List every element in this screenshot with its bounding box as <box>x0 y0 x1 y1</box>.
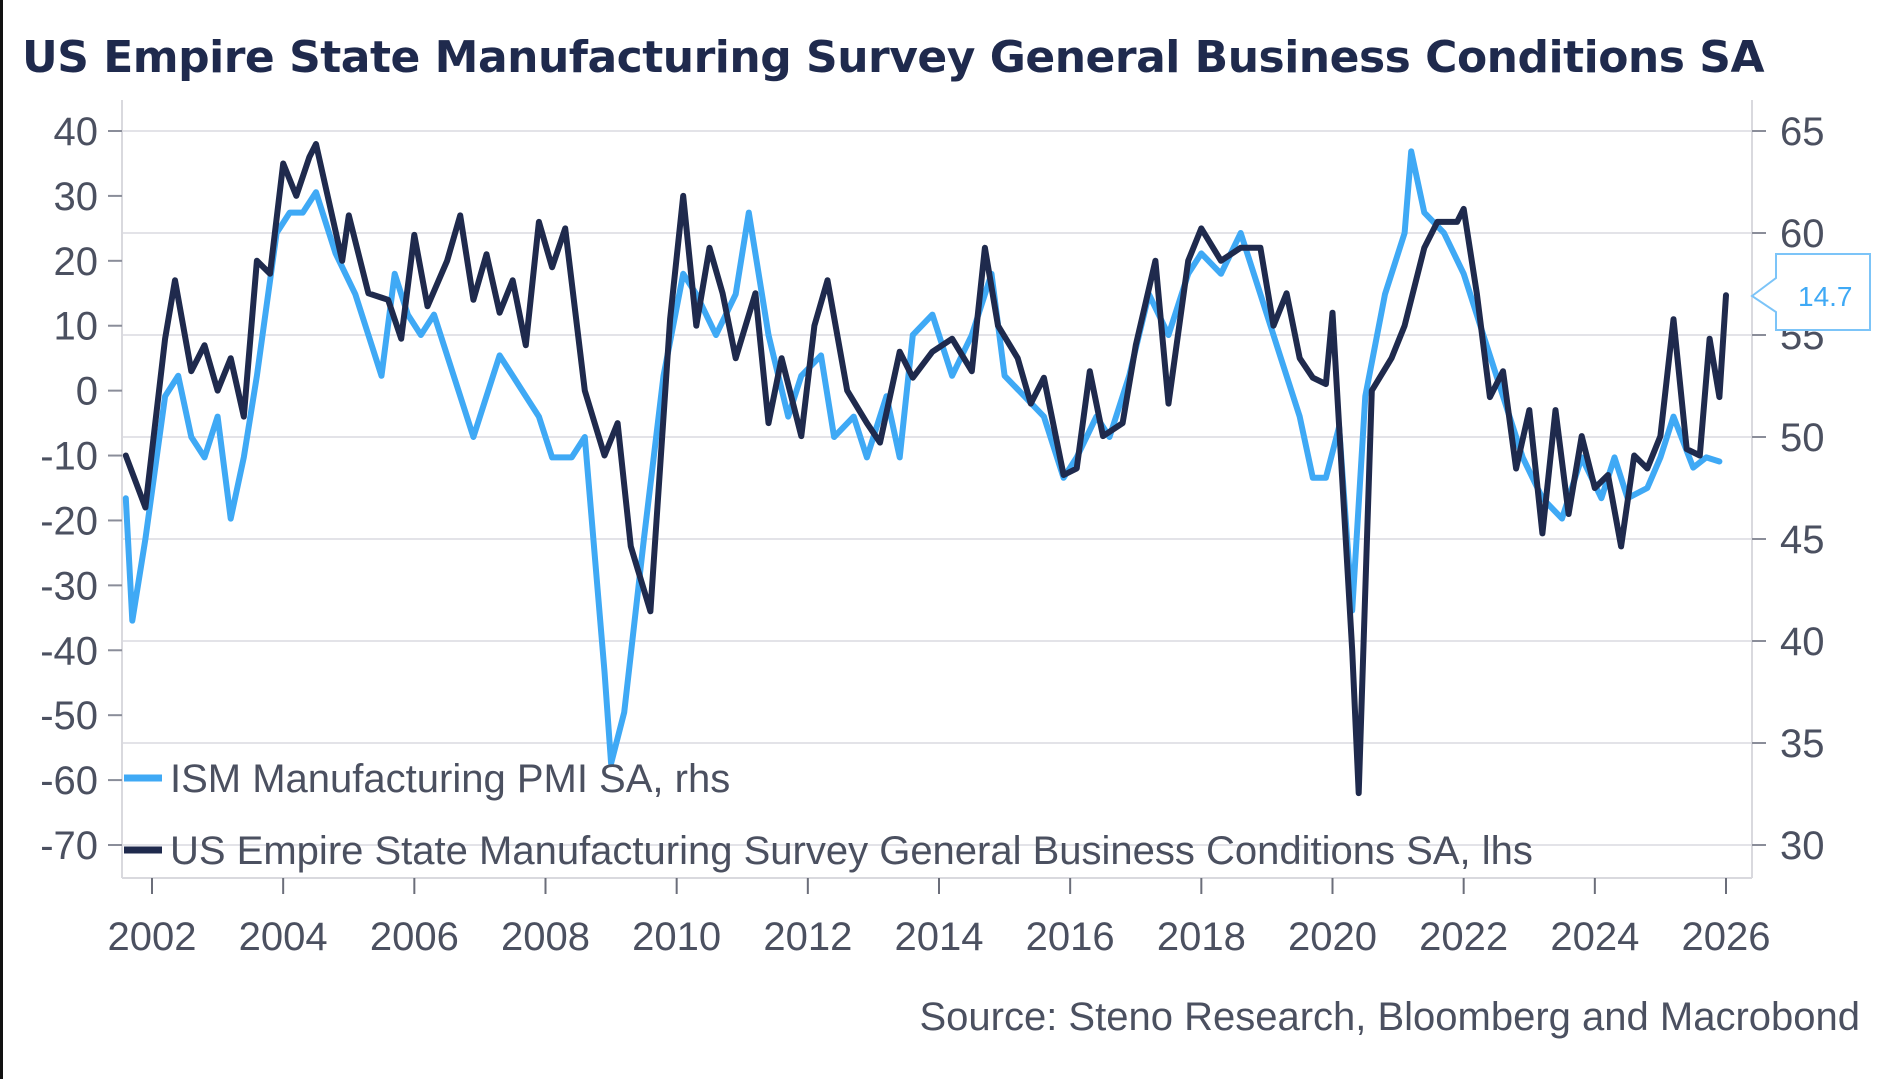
left-tick-label: -60 <box>40 759 98 803</box>
left-tick-label: 30 <box>54 175 99 219</box>
x-tick-label: 2016 <box>1026 915 1115 959</box>
source-note: Source: Steno Research, Bloomberg and Ma… <box>919 995 1860 1039</box>
series-line-ism-pmi <box>122 148 1723 767</box>
left-tick-label: -40 <box>40 629 98 673</box>
x-tick-label: 2008 <box>501 915 590 959</box>
x-tick-label: 2018 <box>1157 915 1246 959</box>
left-tick-label: 20 <box>54 240 99 284</box>
right-tick-label: 60 <box>1780 212 1825 256</box>
right-tick-label: 65 <box>1780 110 1825 154</box>
callout-value: 14.7 <box>1798 281 1853 312</box>
x-tick-label: 2020 <box>1288 915 1377 959</box>
left-tick-label: 40 <box>54 110 99 154</box>
x-tick-label: 2004 <box>239 915 328 959</box>
legend-label-ism: ISM Manufacturing PMI SA, rhs <box>170 757 730 801</box>
x-tick-label: 2002 <box>108 915 197 959</box>
x-tick-label: 2010 <box>632 915 721 959</box>
left-tick-label: -30 <box>40 564 98 608</box>
right-tick-label: 50 <box>1780 416 1825 460</box>
last-value-callout: 14.7 <box>1750 253 1871 331</box>
x-tick-label: 2006 <box>370 915 459 959</box>
callout-box <box>1750 253 1871 331</box>
series-line-empire-state <box>122 141 1729 797</box>
chart-title: US Empire State Manufacturing Survey Gen… <box>22 32 1765 83</box>
x-tick-label: 2022 <box>1419 915 1508 959</box>
legend: ISM Manufacturing PMI SA, rhs US Empire … <box>124 757 1533 873</box>
image-left-border <box>0 0 3 1079</box>
right-tick-label: 45 <box>1780 518 1825 562</box>
right-tick-label: 35 <box>1780 722 1825 766</box>
right-tick-label: 30 <box>1780 824 1825 868</box>
x-tick-label: 2024 <box>1550 915 1639 959</box>
gridlines <box>122 130 1752 846</box>
left-tick-label: -10 <box>40 435 98 479</box>
left-tick-label: -20 <box>40 499 98 543</box>
x-tick-label: 2012 <box>763 915 852 959</box>
right-tick-label: 40 <box>1780 620 1825 664</box>
left-tick-label: 10 <box>54 305 99 349</box>
left-tick-label: 0 <box>76 370 98 414</box>
series-lines <box>122 141 1729 797</box>
x-tick-label: 2026 <box>1682 915 1771 959</box>
x-tick-label: 2014 <box>895 915 984 959</box>
legend-label-empire: US Empire State Manufacturing Survey Gen… <box>170 829 1533 873</box>
left-tick-label: -70 <box>40 824 98 868</box>
axes: 6560555045403530403020100-10-20-30-40-50… <box>40 100 1825 959</box>
left-tick-label: -50 <box>40 694 98 738</box>
